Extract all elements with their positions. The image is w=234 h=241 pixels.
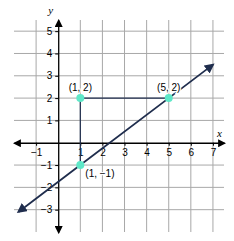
annotations: (1, 2) (5, 2) (1, −1): [69, 82, 181, 179]
tick: 1: [47, 115, 59, 126]
point: [76, 94, 84, 102]
tick: 4: [144, 143, 150, 158]
annotation: (5, 2): [157, 82, 180, 93]
tick: 4: [47, 48, 59, 59]
tick-mark: [55, 165, 58, 166]
x-axis: −11234567: [15, 143, 225, 158]
tick: 3: [122, 143, 128, 158]
tick: 5: [166, 143, 172, 158]
tick-mark: [55, 120, 58, 121]
axis-line: [15, 143, 225, 144]
tick-label: 3: [122, 147, 128, 158]
tick-mark: [169, 143, 170, 146]
tick-label: 3: [47, 70, 53, 81]
tick-mark: [125, 143, 126, 146]
tick: −3: [41, 204, 58, 215]
y-axis-title: y: [47, 4, 53, 16]
tick-label: −3: [41, 204, 53, 215]
annotation: (1, −1): [85, 168, 114, 179]
grid-line: [14, 31, 224, 32]
x-axis-title: x: [216, 127, 222, 139]
annotation: (1, 2): [69, 82, 92, 93]
point: [76, 161, 84, 169]
tick-label: 7: [211, 147, 217, 158]
grid-line: [36, 20, 37, 232]
grid-line: [14, 75, 224, 76]
tick-label: 4: [144, 147, 150, 158]
tick: −1: [41, 160, 58, 171]
tick: 6: [189, 143, 195, 158]
grid-line: [146, 20, 147, 232]
grid-line: [212, 20, 213, 232]
point: [165, 94, 173, 102]
tick-mark: [55, 53, 58, 54]
grid-line: [124, 20, 125, 232]
tick-label: −1: [41, 160, 53, 171]
tick-label: 2: [47, 93, 53, 104]
tick-label: 1: [78, 147, 84, 158]
line: [18, 65, 213, 212]
tick-label: 1: [47, 115, 53, 126]
tick-mark: [55, 31, 58, 32]
tick-mark: [147, 143, 148, 146]
tick-mark: [36, 143, 37, 146]
grid-line: [168, 20, 169, 232]
tick-label: 6: [189, 147, 195, 158]
tick: 3: [47, 70, 59, 81]
y-axis: −3−2−112345: [41, 21, 59, 233]
grid-line: [190, 20, 191, 232]
chart: −11234567−3−2−112345xy(1, 2)(5, 2)(1, −1…: [0, 0, 234, 241]
tick: 1: [78, 143, 84, 158]
tick-mark: [55, 210, 58, 211]
tick: 5: [47, 26, 59, 37]
plot-area: [18, 65, 213, 212]
tick: −1: [31, 143, 43, 158]
line: [80, 98, 168, 165]
grid-line: [102, 20, 103, 232]
tick-label: 5: [166, 147, 172, 158]
grid-line: [14, 53, 224, 54]
axis-line: [58, 21, 59, 233]
tick: 7: [211, 143, 217, 158]
grid: [14, 20, 224, 232]
tick-label: −1: [31, 147, 43, 158]
tick-mark: [213, 143, 214, 146]
tick: 2: [47, 93, 59, 104]
tick-mark: [55, 76, 58, 77]
tick-mark: [55, 98, 58, 99]
tick-mark: [55, 187, 58, 188]
tick-label: 5: [47, 26, 53, 37]
tick-label: 4: [47, 48, 53, 59]
tick-mark: [102, 143, 103, 146]
tick-mark: [191, 143, 192, 146]
grid-line: [14, 120, 224, 121]
